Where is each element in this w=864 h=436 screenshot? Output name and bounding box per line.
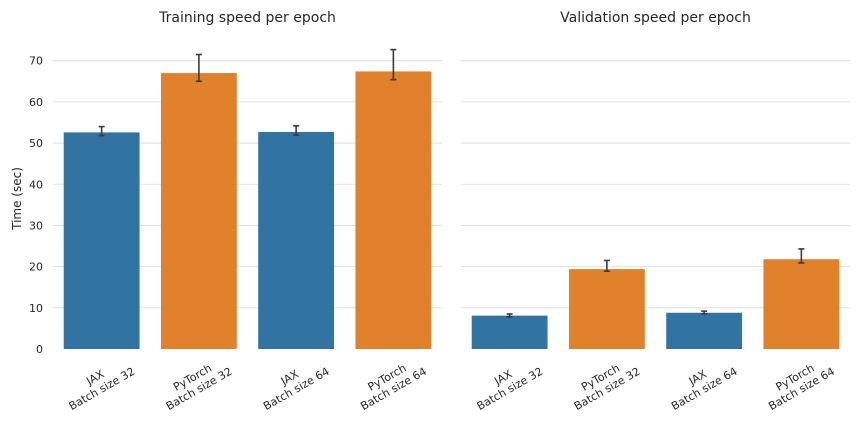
chart-panel-1: Training speed per epoch 0 10 20 30 40 50 60 70 T… (10, 10, 442, 413)
y-tick-label: 40 (29, 178, 43, 191)
bar-3 (666, 312, 743, 349)
bar-2 (568, 269, 645, 349)
x-tick-label: PyTorchBatch size 64 (760, 354, 837, 413)
y-tick-label: 20 (29, 261, 43, 274)
bar-3 (258, 131, 335, 349)
bar-4 (763, 259, 840, 349)
y-tick-label: 30 (29, 219, 43, 232)
x-tick-label: JAXBatch size 64 (255, 354, 332, 413)
x-tick-label: PyTorchBatch size 32 (565, 354, 642, 413)
chart-title: Training speed per epoch (158, 10, 336, 26)
bar-4 (355, 71, 432, 349)
x-tick-label: JAXBatch size 64 (663, 354, 740, 413)
x-tick-label: JAXBatch size 32 (468, 354, 545, 413)
chart-title: Validation speed per epoch (560, 10, 751, 26)
y-axis-label: Time (sec) (10, 167, 24, 231)
y-tick-label: 50 (29, 137, 43, 150)
y-tick-label: 70 (29, 55, 43, 68)
chart-panel-2: Validation speed per epoch JAXBatch size … (461, 10, 850, 413)
bar-2 (160, 73, 237, 349)
x-tick-label: PyTorchBatch size 32 (157, 354, 234, 413)
x-tick-label: PyTorchBatch size 64 (352, 354, 429, 413)
bar-1 (63, 132, 140, 349)
x-tick-label: JAXBatch size 32 (60, 354, 137, 413)
y-tick-label: 10 (29, 302, 43, 315)
y-tick-label: 0 (36, 343, 43, 356)
bar-1 (471, 315, 548, 349)
y-tick-label: 60 (29, 96, 43, 109)
